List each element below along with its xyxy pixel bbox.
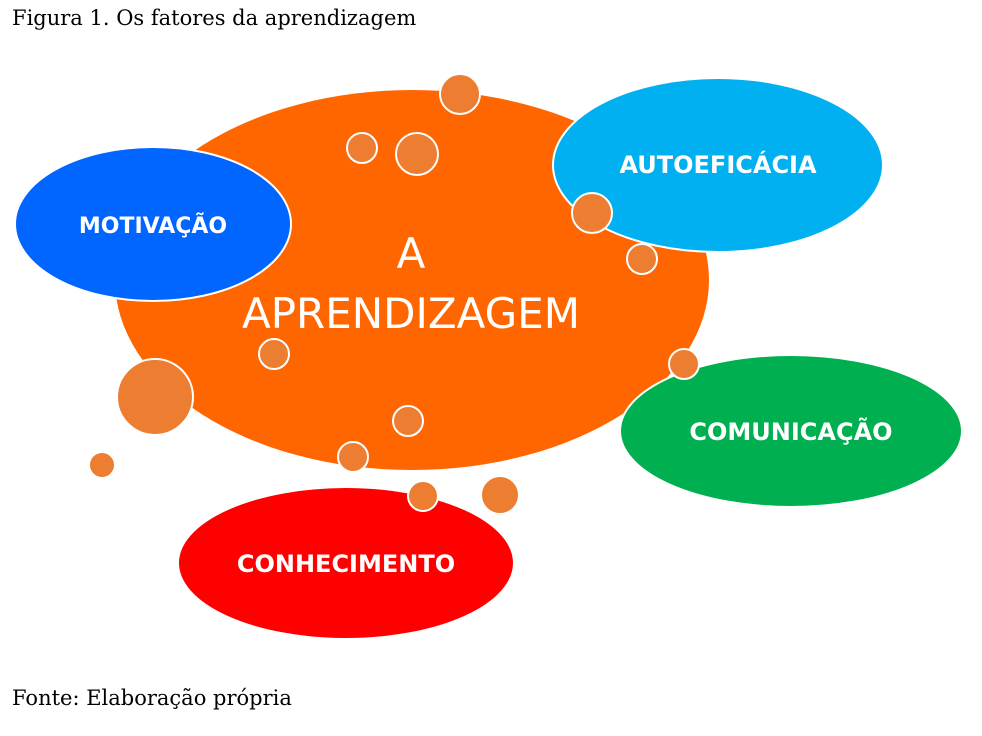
decorative-bubble	[337, 441, 369, 473]
communication-ellipse	[619, 354, 963, 508]
decorative-bubble	[626, 243, 658, 275]
decorative-bubble	[571, 192, 613, 234]
motivation-label: MOTIVAÇÃO	[79, 213, 227, 239]
decorative-bubble	[480, 475, 520, 515]
decorative-bubble	[395, 132, 439, 176]
decorative-bubble	[407, 480, 439, 512]
decorative-bubble	[392, 405, 424, 437]
motivation-ellipse	[14, 146, 292, 302]
figure-title: Figura 1. Os fatores da aprendizagem	[12, 6, 417, 30]
decorative-bubble	[116, 358, 194, 436]
figure-source: Fonte: Elaboração própria	[12, 686, 292, 710]
communication-label: COMUNICAÇÃO	[689, 417, 892, 446]
center-label-line2: APRENDIZAGEM	[242, 289, 580, 338]
self-efficacy-ellipse	[552, 77, 884, 253]
decorative-bubble	[439, 73, 481, 115]
self-efficacy-label: AUTOEFICÁCIA	[619, 150, 817, 179]
knowledge-label: CONHECIMENTO	[237, 550, 455, 578]
center-label-line1: A	[397, 229, 426, 278]
knowledge-ellipse	[177, 486, 515, 640]
decorative-bubble	[668, 348, 700, 380]
decorative-bubble	[346, 132, 378, 164]
decorative-bubble	[258, 338, 290, 370]
decorative-bubble	[88, 451, 116, 479]
